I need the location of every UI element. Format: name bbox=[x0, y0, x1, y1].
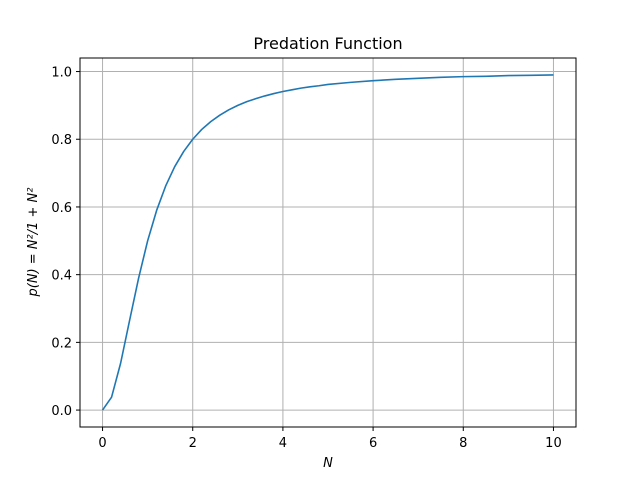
series-line bbox=[101, 74, 554, 411]
y-tick-label: 0.2 bbox=[51, 336, 72, 351]
x-axis-label: N bbox=[323, 456, 333, 471]
y-tick-label: 0.6 bbox=[51, 201, 72, 216]
x-grid bbox=[102, 58, 554, 427]
x-tick-label: 10 bbox=[545, 436, 562, 451]
x-tick-label: 2 bbox=[189, 436, 197, 451]
x-tick-label: 0 bbox=[98, 436, 106, 451]
y-axis-ticks: 0.0 0.2 0.4 0.6 0.8 1.0 bbox=[51, 66, 80, 419]
y-tick-label: 0.0 bbox=[51, 404, 72, 419]
series-lines bbox=[101, 74, 554, 411]
chart-title: Predation Function bbox=[253, 34, 402, 53]
y-tick-label: 0.4 bbox=[51, 269, 72, 284]
x-tick-label: 6 bbox=[369, 436, 377, 451]
plot-frame bbox=[79, 57, 577, 428]
y-tick-label: 1.0 bbox=[51, 66, 72, 81]
x-tick-label: 4 bbox=[279, 436, 287, 451]
y-axis-label: p(N) = N²/1 + N² bbox=[26, 188, 41, 298]
x-axis-ticks: 0 2 4 6 8 10 bbox=[98, 427, 562, 451]
x-tick-label: 8 bbox=[459, 436, 467, 451]
y-tick-label: 0.8 bbox=[51, 133, 72, 148]
y-grid bbox=[80, 71, 576, 411]
